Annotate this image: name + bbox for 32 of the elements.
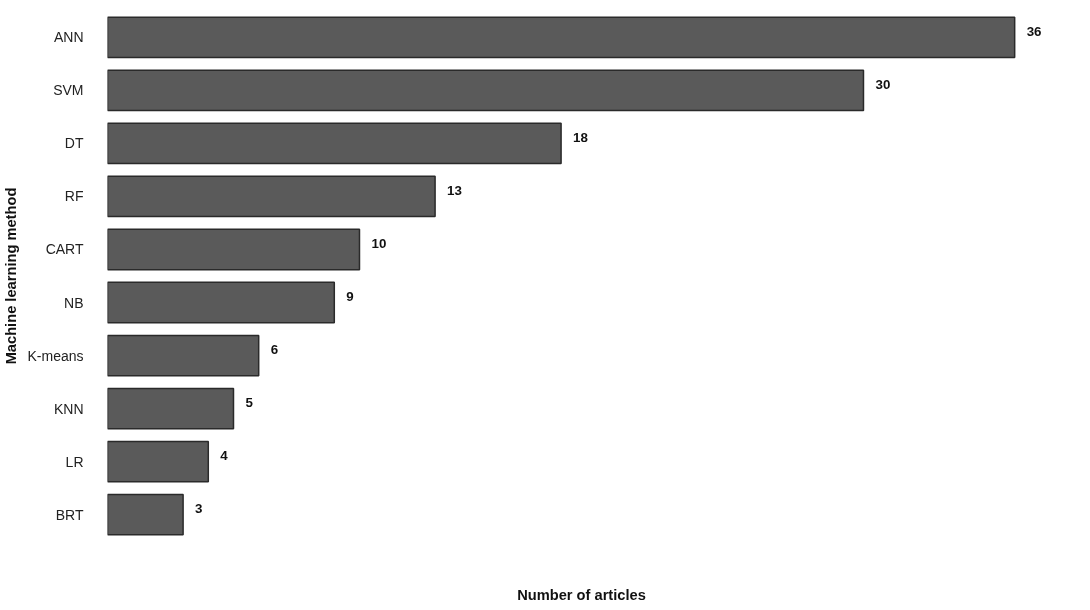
y-tick-label: KNN [53, 400, 84, 417]
data-label: 5 [245, 395, 254, 411]
data-label: 18 [573, 129, 588, 145]
data-label: 9 [346, 289, 354, 305]
y-tick-label: K-means [27, 347, 84, 364]
bar [107, 493, 184, 536]
y-axis-title: Machine learning method [3, 187, 20, 365]
bar [107, 175, 436, 218]
data-label: 3 [195, 501, 203, 517]
y-tick-label: BRT [55, 506, 84, 523]
bar [107, 16, 1016, 59]
bar [107, 281, 336, 324]
bar [107, 228, 361, 271]
bar [107, 440, 210, 483]
y-tick-label: DT [64, 135, 84, 152]
data-label: 30 [875, 76, 891, 92]
data-label: 13 [447, 182, 462, 198]
bar [107, 69, 865, 112]
bar [107, 334, 260, 377]
y-tick-label: CART [45, 241, 84, 258]
data-label: 10 [371, 235, 387, 251]
data-label: 4 [220, 448, 229, 464]
y-tick-label: ANN [53, 29, 84, 46]
y-tick-label: NB [64, 294, 84, 311]
x-axis-title: Number of articles [517, 586, 646, 603]
y-tick-label: SVM [53, 82, 84, 99]
y-tick-label: LR [65, 453, 84, 470]
y-tick-label: RF [64, 188, 84, 205]
bar [107, 387, 235, 430]
bar [107, 122, 562, 165]
data-label: 36 [1026, 23, 1042, 39]
data-label: 6 [270, 342, 279, 358]
